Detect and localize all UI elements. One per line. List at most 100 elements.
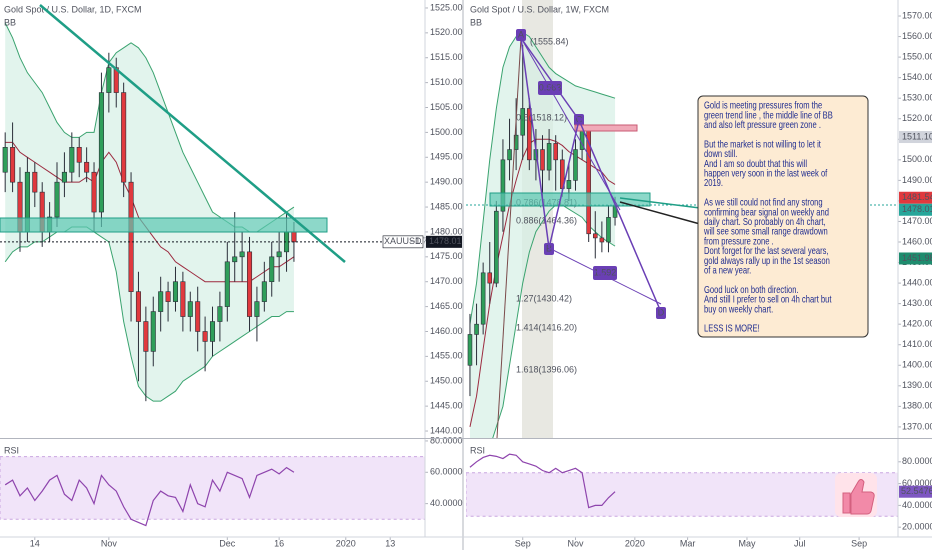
candle-body bbox=[150, 311, 156, 352]
note-line: Gold is meeting pressures from the bbox=[704, 100, 822, 111]
indicator-label: BB bbox=[470, 17, 482, 27]
note-line: from pressure zone . bbox=[704, 235, 774, 246]
y-tick-label: 1490.00 bbox=[902, 175, 932, 185]
candle-body bbox=[91, 171, 97, 213]
y-tick-label: 1455.00 bbox=[430, 351, 463, 361]
x-tick-label: Jul bbox=[794, 538, 806, 548]
pattern-leg bbox=[520, 37, 621, 211]
y-tick-label: 1560.00 bbox=[902, 31, 932, 41]
rsi-y-tick-label: 80.0000 bbox=[902, 456, 932, 466]
y-tick-label: 1500.00 bbox=[902, 154, 932, 164]
candle-body bbox=[180, 281, 186, 317]
candle-body bbox=[98, 92, 104, 213]
chart-title: Gold Spot / U.S. Dollar, 1D, FXCM bbox=[4, 4, 142, 14]
candle-body bbox=[573, 149, 578, 181]
rsi-value-label: 52.5476 bbox=[901, 486, 932, 496]
y-tick-label: 1410.00 bbox=[902, 339, 932, 349]
note-line: down still. bbox=[704, 148, 737, 159]
candle-body bbox=[513, 134, 519, 150]
candle-body bbox=[540, 149, 545, 171]
candle-body bbox=[553, 143, 558, 161]
x-tick-label: 16 bbox=[274, 538, 284, 548]
candle-body bbox=[487, 272, 493, 284]
price-label-box bbox=[899, 203, 932, 216]
price-pane bbox=[467, 31, 618, 438]
rsi-y-tick-label: 60.0000 bbox=[430, 467, 463, 477]
rsi-title: RSI bbox=[470, 445, 485, 455]
y-tick-label: 1480.00 bbox=[430, 226, 463, 236]
y-tick-label: 1470.00 bbox=[430, 276, 463, 286]
y-tick-label: 1500.00 bbox=[430, 127, 463, 137]
y-tick-label: 1430.00 bbox=[902, 298, 932, 308]
candle-body bbox=[195, 301, 201, 332]
pattern-leg bbox=[520, 37, 662, 313]
fib-level: 0.5(1518.12) bbox=[516, 112, 567, 122]
rsi-line bbox=[4, 466, 295, 527]
y-tick-label: 1420.00 bbox=[902, 319, 932, 329]
candle-body bbox=[500, 159, 506, 212]
note-line: 2019. bbox=[704, 177, 723, 188]
note-text: Gold is meeting pressures from thegreen … bbox=[703, 100, 833, 334]
note-line: And still I prefer to sell on 4h chart b… bbox=[704, 294, 832, 305]
ratio-box bbox=[593, 266, 617, 280]
candle-body bbox=[474, 323, 479, 335]
symbol-label: XAUUSD bbox=[384, 236, 422, 246]
pointer-line bbox=[619, 197, 701, 209]
candle-body bbox=[69, 147, 75, 173]
candle-body bbox=[61, 171, 67, 183]
candle-body bbox=[172, 281, 179, 302]
chart-title: Gold Spot / U.S. Dollar, 1W, FXCM bbox=[470, 4, 609, 14]
candle-body bbox=[246, 251, 253, 317]
candle-body bbox=[128, 181, 134, 292]
pattern-leg bbox=[548, 247, 662, 305]
x-tick-label: Nov bbox=[101, 538, 118, 548]
candle-body bbox=[276, 251, 282, 258]
harmonic-pattern bbox=[520, 37, 662, 313]
candle-body bbox=[254, 301, 260, 317]
candle-body bbox=[261, 281, 267, 302]
note-line: But the market is not willing to let it bbox=[704, 138, 821, 149]
y-tick-label: 1540.00 bbox=[902, 72, 932, 82]
candle-body bbox=[143, 321, 149, 352]
y-tick-label: 1550.00 bbox=[902, 51, 932, 61]
y-tick-label: 1530.00 bbox=[902, 93, 932, 103]
candle-body bbox=[121, 92, 127, 183]
fib-line bbox=[496, 37, 522, 439]
candle-body bbox=[291, 231, 297, 243]
y-tick-label: 1380.00 bbox=[902, 401, 932, 411]
candle-body bbox=[546, 143, 552, 171]
note-line: buy on weekly chart. bbox=[704, 303, 773, 314]
rsi-y-tick-label: 40.0000 bbox=[430, 498, 463, 508]
candle-body bbox=[467, 334, 473, 366]
x-tick-label: 2020 bbox=[625, 538, 645, 548]
note-line: gold always rally up in the 1st season bbox=[704, 255, 830, 266]
fib-level: 0.886(1464.36) bbox=[516, 215, 577, 225]
candle-body bbox=[202, 331, 208, 342]
candle-body bbox=[209, 321, 216, 342]
y-tick-label: 1505.00 bbox=[430, 102, 463, 112]
candle-body bbox=[599, 237, 605, 243]
rsi-value-box bbox=[899, 485, 932, 498]
note-line: will see some small range drawdown bbox=[703, 226, 828, 237]
bb-upper bbox=[469, 31, 616, 325]
rsi-y-tick-label: 40.0000 bbox=[902, 500, 932, 510]
price-label: 1511.10 bbox=[902, 131, 932, 141]
candle-body bbox=[232, 256, 238, 263]
note-line: green trend line , the middle line of BB bbox=[704, 109, 833, 120]
pattern-leg bbox=[520, 37, 580, 121]
note-line: and also left pressure green zone . bbox=[704, 119, 821, 130]
y-tick-label: 1570.00 bbox=[902, 10, 932, 20]
candle-body bbox=[158, 291, 164, 312]
rsi-y-tick-label: 60.0000 bbox=[902, 478, 932, 488]
note-line: Good luck on both direction. bbox=[704, 284, 799, 295]
fib-level: 1.27(1430.42) bbox=[516, 293, 572, 303]
note-line: of a new year. bbox=[704, 265, 751, 276]
note-line: And I am so doubt that this will bbox=[704, 158, 807, 169]
anchor-label: (1555.84) bbox=[530, 36, 569, 46]
thumbs-up-icon bbox=[835, 473, 877, 517]
rsi-y-tick-label: 20.0000 bbox=[902, 522, 932, 532]
pressure-zone bbox=[489, 192, 651, 207]
y-tick-label: 1460.00 bbox=[430, 326, 463, 336]
price-label: 1481.54 bbox=[902, 192, 932, 202]
